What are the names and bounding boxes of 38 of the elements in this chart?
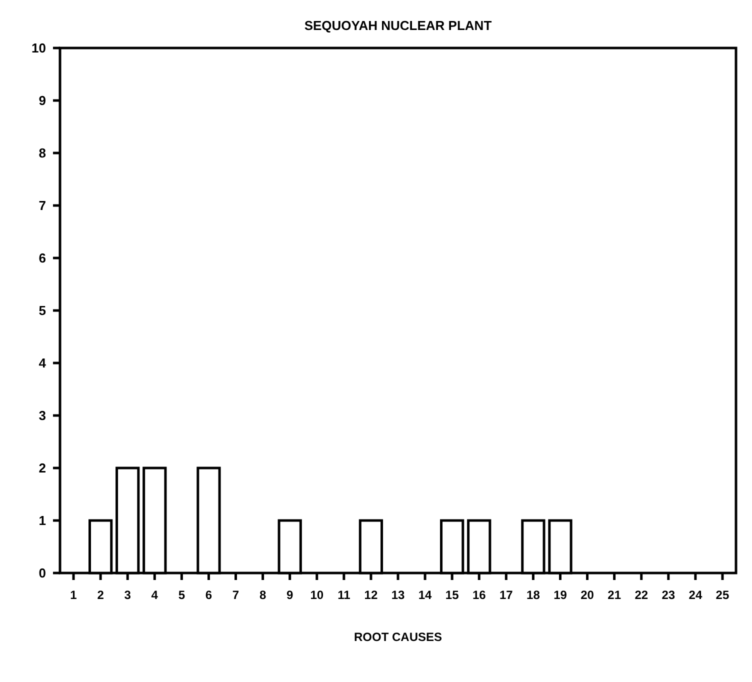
x-tick-label: 25: [716, 588, 730, 602]
y-tick-label: 0: [38, 566, 46, 581]
x-tick-label: 3: [124, 588, 132, 602]
x-tick-label: 18: [526, 588, 540, 602]
x-tick-label: 16: [472, 588, 486, 602]
x-tick-label: 22: [634, 588, 648, 602]
chart-title: SEQUOYAH NUCLEAR PLANT: [304, 18, 492, 33]
y-tick-label: 8: [38, 146, 46, 161]
x-tick-label: 2: [97, 588, 104, 602]
x-tick-label: 9: [286, 588, 294, 602]
x-tick-label: 1: [70, 588, 78, 602]
x-tick-label: 8: [259, 588, 266, 602]
y-tick-label: 3: [38, 408, 46, 424]
y-tick-label: 7: [38, 198, 46, 214]
x-tick-label: 6: [205, 588, 212, 602]
x-tick-label: 14: [418, 588, 432, 602]
y-tick-label: 10: [32, 40, 46, 56]
x-tick-label: 7: [232, 588, 240, 602]
x-tick-label: 17: [499, 588, 514, 602]
x-tick-label: 11: [338, 588, 351, 602]
y-tick-label: 9: [38, 93, 46, 108]
x-tick-label: 15: [445, 588, 460, 602]
x-tick-label: 21: [608, 588, 622, 602]
x-tick-label: 23: [662, 588, 676, 602]
x-tick-label: 10: [310, 588, 324, 602]
y-tick-label: 4: [38, 356, 47, 371]
x-axis-title: ROOT CAUSES: [354, 630, 442, 644]
y-tick-label: 1: [38, 513, 46, 528]
x-tick-label: 19: [554, 588, 568, 602]
x-tick-label: 20: [580, 588, 594, 602]
x-tick-label: 4: [151, 588, 158, 602]
y-tick-label: 6: [38, 250, 46, 266]
x-tick-label: 12: [364, 588, 378, 602]
y-tick-label: 2: [38, 460, 46, 476]
x-tick-label: 13: [391, 588, 405, 602]
y-tick-label: 5: [38, 303, 46, 318]
x-tick-label: 24: [688, 588, 702, 602]
x-tick-label: 5: [178, 588, 186, 602]
